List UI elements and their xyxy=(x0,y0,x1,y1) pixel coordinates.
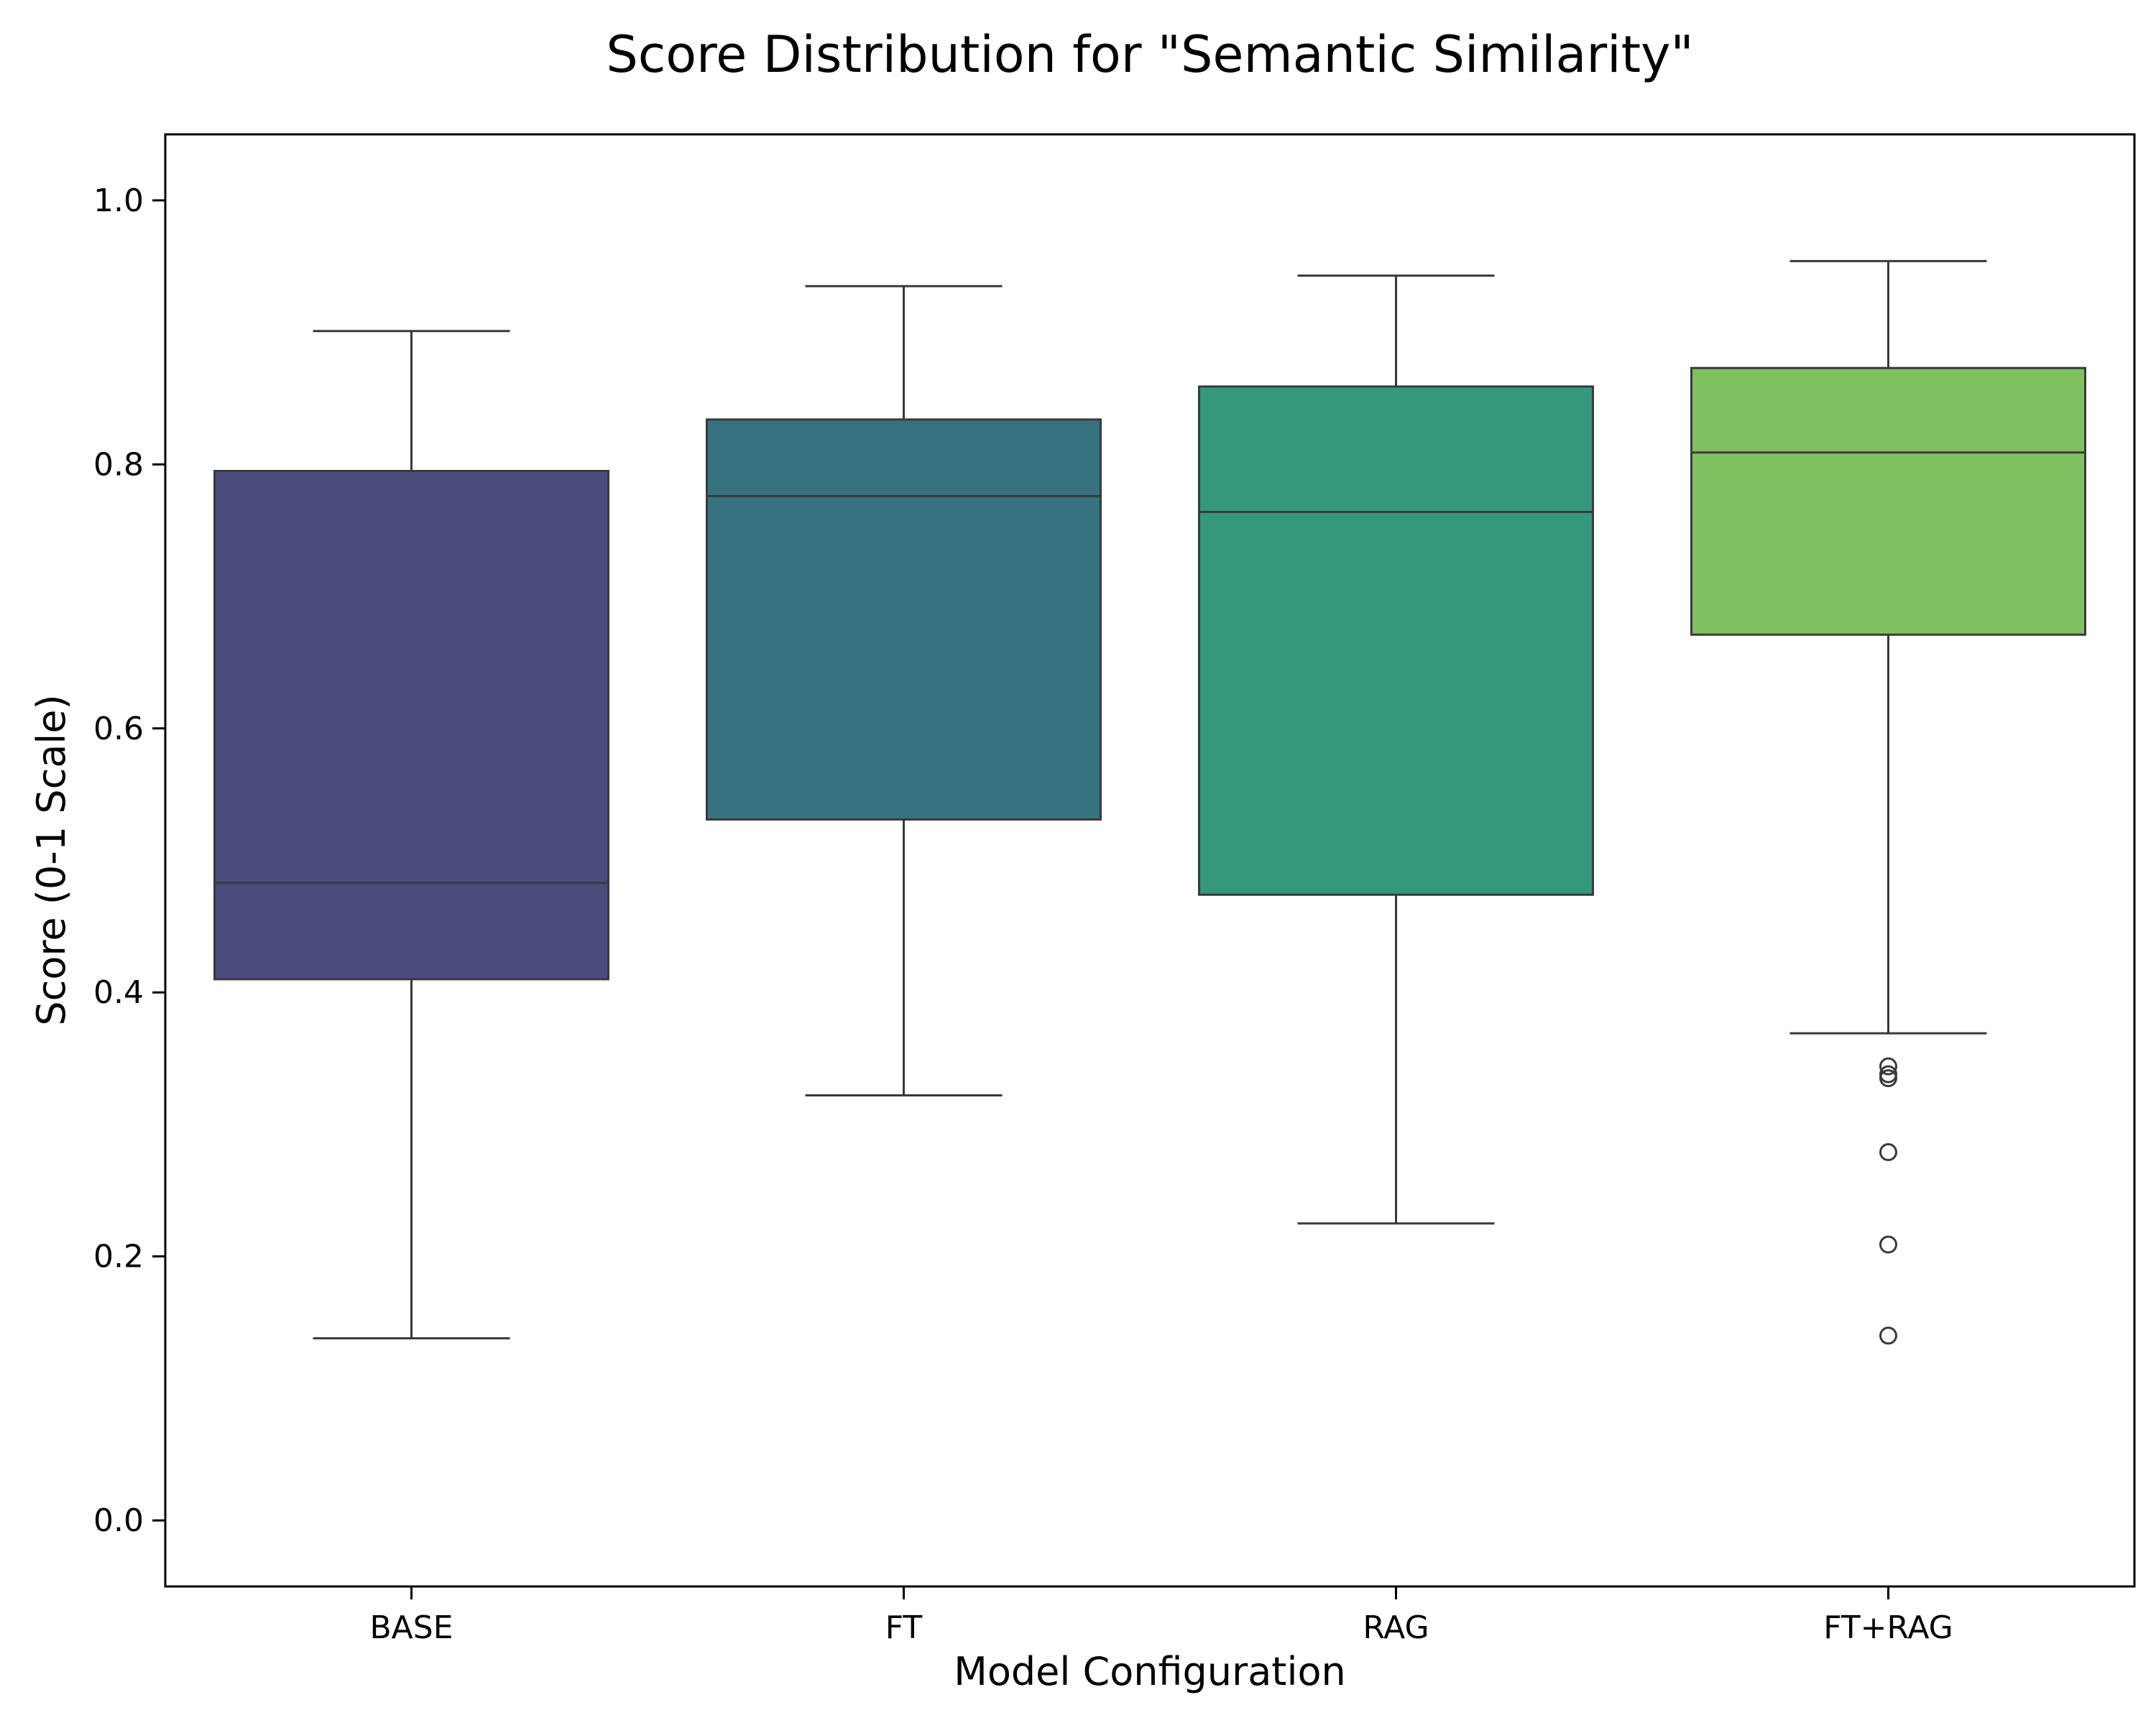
x-tick-label: FT xyxy=(885,1609,923,1646)
y-tick-label: 0.4 xyxy=(93,974,144,1011)
box-series xyxy=(213,259,2086,1345)
outlier-point xyxy=(1879,1069,1897,1088)
box-rag xyxy=(1198,274,1594,1225)
outlier-point xyxy=(1879,1235,1897,1254)
iqr-box xyxy=(1198,385,1594,896)
iqr-box xyxy=(213,470,609,981)
x-tick-label: RAG xyxy=(1363,1609,1429,1646)
box-ft-rag xyxy=(1690,259,2086,1345)
outlier-point xyxy=(1879,1057,1897,1076)
x-axis-label: Model Configuration xyxy=(954,1649,1346,1694)
x-axis: BASE FT RAG FT+RAG xyxy=(369,1586,1953,1646)
outlier-point xyxy=(1879,1326,1897,1345)
y-axis-label: Score (0-1 Scale) xyxy=(29,694,74,1025)
x-tick-label: BASE xyxy=(369,1609,453,1646)
y-axis: 0.0 0.2 0.4 0.6 0.8 1.0 xyxy=(93,182,165,1539)
y-tick-label: 0.0 xyxy=(93,1502,144,1539)
y-tick-label: 1.0 xyxy=(93,182,144,219)
y-tick-label: 0.8 xyxy=(93,446,144,483)
outlier-point xyxy=(1879,1143,1897,1162)
iqr-box xyxy=(1690,366,2086,636)
y-tick-label: 0.6 xyxy=(93,711,144,747)
box-base xyxy=(213,330,609,1340)
chart-title: Score Distribution for "Semantic Similar… xyxy=(606,25,1693,84)
plot-area-frame xyxy=(164,133,2136,1588)
box-ft xyxy=(706,285,1102,1097)
y-tick-label: 0.2 xyxy=(93,1239,144,1275)
iqr-box xyxy=(706,418,1102,821)
x-tick-label: FT+RAG xyxy=(1823,1609,1953,1646)
